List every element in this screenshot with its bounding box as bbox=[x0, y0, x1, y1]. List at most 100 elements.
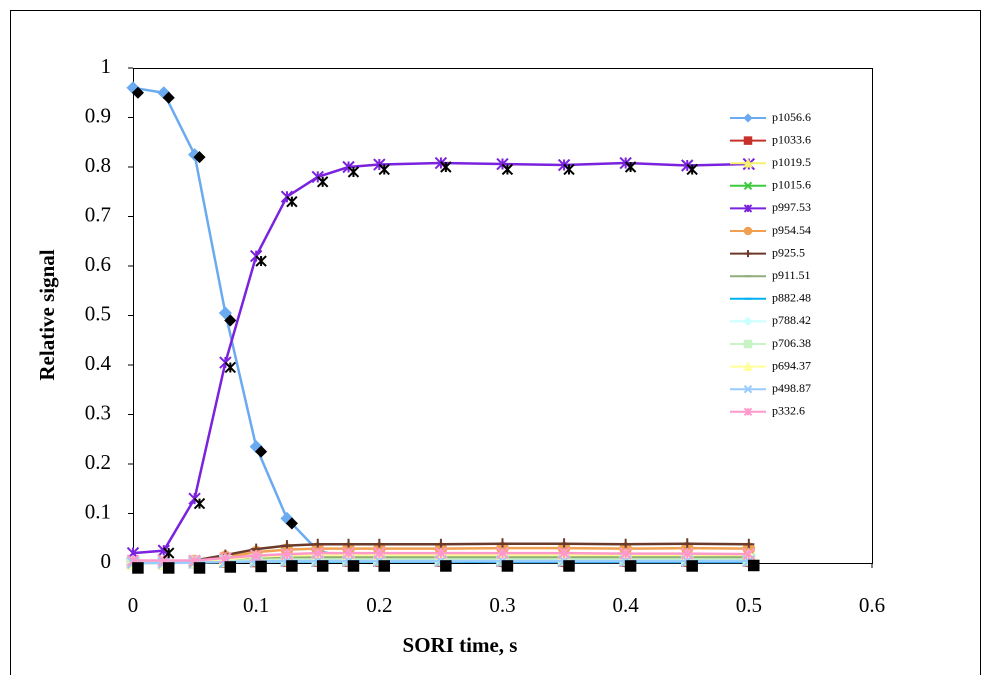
marker bbox=[563, 560, 575, 572]
marker bbox=[744, 250, 752, 258]
marker bbox=[163, 547, 175, 559]
marker bbox=[224, 361, 237, 374]
marker bbox=[316, 176, 329, 188]
marker bbox=[619, 547, 632, 560]
marker bbox=[743, 361, 753, 371]
y-tick-label: 0.7 bbox=[85, 202, 111, 226]
marker bbox=[131, 86, 144, 99]
legend-label: p1033.6 bbox=[772, 132, 811, 146]
marker bbox=[378, 163, 390, 176]
y-tick-label: 0.3 bbox=[85, 400, 111, 424]
marker bbox=[557, 546, 571, 560]
marker bbox=[686, 560, 698, 572]
legend-label: p498.87 bbox=[772, 381, 811, 395]
marker bbox=[162, 91, 175, 104]
marker bbox=[255, 560, 267, 573]
marker bbox=[681, 538, 693, 550]
legend-label: p788.42 bbox=[772, 313, 811, 327]
marker bbox=[743, 204, 753, 213]
marker bbox=[743, 181, 753, 191]
y-tick-label: 0.1 bbox=[85, 499, 111, 523]
marker bbox=[743, 339, 753, 349]
x-axis-title: SORI time, s bbox=[403, 633, 518, 657]
marker bbox=[743, 316, 753, 326]
y-tick-label: 0.4 bbox=[85, 351, 112, 375]
marker bbox=[624, 560, 637, 572]
marker bbox=[440, 161, 452, 173]
legend-label: p997.53 bbox=[772, 200, 811, 214]
marker bbox=[743, 136, 753, 145]
series bbox=[131, 86, 298, 530]
marker bbox=[501, 560, 514, 572]
marker bbox=[316, 560, 329, 572]
marker bbox=[497, 538, 508, 550]
marker bbox=[501, 163, 514, 176]
y-tick-label: 0.6 bbox=[85, 252, 111, 276]
chart-border bbox=[10, 10, 981, 675]
y-tick-label: 0.5 bbox=[85, 301, 111, 325]
marker bbox=[496, 546, 509, 560]
marker bbox=[440, 560, 452, 572]
marker bbox=[193, 151, 206, 164]
legend-label: p1019.5 bbox=[772, 155, 811, 169]
x-tick-label: 0.1 bbox=[243, 593, 269, 617]
marker bbox=[558, 538, 570, 550]
y-tick-label: 0.8 bbox=[85, 153, 111, 177]
marker bbox=[624, 161, 637, 173]
y-tick-label: 0.9 bbox=[85, 103, 111, 127]
marker bbox=[681, 547, 694, 560]
marker bbox=[347, 166, 360, 178]
x-tick-label: 0.4 bbox=[613, 593, 640, 617]
marker bbox=[743, 113, 753, 123]
marker bbox=[218, 306, 232, 320]
marker bbox=[224, 561, 237, 573]
series bbox=[132, 559, 760, 574]
marker bbox=[742, 547, 756, 561]
marker bbox=[193, 497, 206, 510]
y-tick-label: 0 bbox=[101, 549, 112, 573]
marker bbox=[286, 195, 298, 208]
marker bbox=[224, 314, 237, 327]
marker bbox=[285, 517, 298, 530]
legend-label: p954.54 bbox=[772, 223, 811, 237]
y-tick-label: 1 bbox=[101, 54, 112, 78]
marker bbox=[748, 559, 760, 572]
marker bbox=[743, 226, 753, 236]
legend-label: p925.5 bbox=[772, 245, 805, 259]
y-axis-title: Relative signal bbox=[35, 249, 59, 380]
legend-label: p1056.6 bbox=[772, 110, 811, 124]
marker bbox=[378, 560, 391, 572]
marker bbox=[286, 560, 298, 572]
marker bbox=[743, 384, 753, 394]
y-tick-label: 0.2 bbox=[85, 450, 111, 474]
marker bbox=[373, 546, 386, 560]
marker bbox=[249, 549, 263, 562]
series bbox=[163, 161, 698, 559]
legend-label: p332.6 bbox=[772, 404, 805, 418]
marker bbox=[255, 445, 268, 458]
x-tick-label: 0.6 bbox=[859, 593, 885, 617]
x-tick-label: 0 bbox=[128, 593, 139, 617]
marker bbox=[563, 163, 575, 176]
marker bbox=[162, 562, 175, 574]
x-tick-label: 0.5 bbox=[736, 593, 762, 617]
marker bbox=[193, 562, 206, 574]
marker bbox=[686, 163, 698, 176]
marker bbox=[255, 255, 267, 267]
legend-label: p882.48 bbox=[772, 291, 811, 305]
marker bbox=[743, 407, 753, 417]
marker bbox=[311, 546, 324, 560]
marker bbox=[280, 547, 294, 561]
legend-label: p694.37 bbox=[772, 358, 811, 372]
legend-label: p911.51 bbox=[772, 268, 811, 282]
legend-label: p706.38 bbox=[772, 336, 811, 350]
legend-label: p1015.6 bbox=[772, 178, 811, 192]
x-tick-label: 0.2 bbox=[366, 593, 392, 617]
x-tick-label: 0.3 bbox=[489, 593, 515, 617]
marker bbox=[347, 560, 360, 572]
marker bbox=[434, 546, 448, 560]
marker bbox=[132, 562, 144, 574]
marker bbox=[342, 546, 355, 560]
marker bbox=[743, 158, 753, 168]
